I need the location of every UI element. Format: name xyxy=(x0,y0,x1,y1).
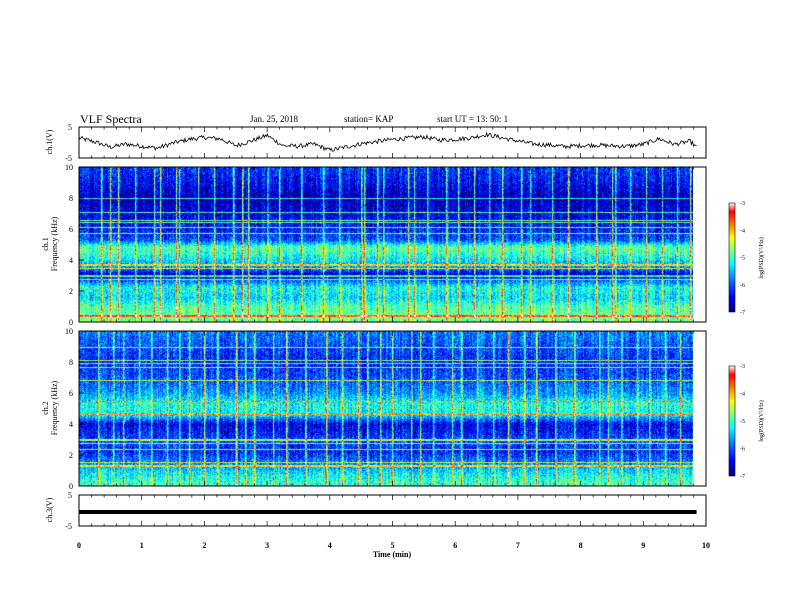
time-axis-tick-labels: 0 1 2 3 4 5 6 7 8 9 10 xyxy=(77,541,710,550)
ch2-colorbar-tick: -5 xyxy=(740,419,745,425)
ch3-ytick-top: 5 xyxy=(68,491,72,500)
ch1-spectrogram-ytick-label: 10 xyxy=(65,163,73,172)
time-tick-label: 2 xyxy=(202,541,206,550)
ch2-colorbar xyxy=(728,365,736,477)
ch1-colorbar-ticks: -3 -4 -5 -6 -7 xyxy=(740,201,745,316)
figure-title: VLF Spectra xyxy=(80,112,142,126)
ch2-spectrogram-ylabel-frequency: Frequency (kHz) xyxy=(50,380,59,435)
ch1-spectrogram-yticks: 0 2 4 6 8 10 xyxy=(65,163,84,327)
ch3-waveform-panel: ch.3(V) 5 -5 xyxy=(45,491,707,531)
ch2-colorbar-label: log(PSD)(V²/Hz) xyxy=(758,400,765,441)
ch2-spectrogram-ylabel-channel: ch.2 xyxy=(41,401,50,415)
time-tick-label: 1 xyxy=(140,541,144,550)
ch1-waveform-panel: ch.1(V) 5 -5 xyxy=(45,123,707,163)
ch3-waveform-ylabel: ch.3(V) xyxy=(45,497,54,522)
figure-station: station= KAP xyxy=(344,114,393,124)
ch1-spectrogram-ytick-label: 8 xyxy=(69,194,73,203)
time-axis-label: Time (min) xyxy=(373,550,412,559)
ch2-spectrogram-ytick-label: 2 xyxy=(69,451,73,460)
ch1-colorbar-tick: -5 xyxy=(740,256,745,262)
ch1-spectrogram-ytick-label: 2 xyxy=(69,287,73,296)
ch1-waveform-ylabel: ch.1(V) xyxy=(45,129,54,154)
ch1-spectrogram-ylabel-frequency: Frequency (kHz) xyxy=(50,216,59,271)
ch2-spectrogram-ytick-label: 6 xyxy=(69,389,73,398)
ch1-spectrogram-ylabel-channel: ch.1 xyxy=(41,237,50,251)
ch1-colorbar-label: log(PSD)(V²/Hz) xyxy=(758,237,765,278)
ch3-ytick-bottom: -5 xyxy=(65,522,72,531)
ch1-waveform-line xyxy=(78,131,697,152)
ch1-colorbar xyxy=(728,202,736,313)
ch2-colorbar-tick: -6 xyxy=(740,447,745,453)
ch1-ytick-top: 5 xyxy=(68,123,72,132)
ch1-ytick-bottom: -5 xyxy=(65,154,72,163)
ch1-colorbar-tick: -3 xyxy=(740,201,745,207)
figure-date: Jan. 25, 2018 xyxy=(250,114,298,124)
time-tick-label: 8 xyxy=(579,541,583,550)
ch2-spectrogram-yticks: 0 2 4 6 8 10 xyxy=(65,327,84,491)
ch2-spectrogram-ytick-label: 0 xyxy=(69,482,73,491)
time-tick-label: 0 xyxy=(77,541,81,550)
ch1-spectrogram-ytick-label: 4 xyxy=(69,256,73,265)
time-axis-ticks xyxy=(78,127,707,526)
ch1-colorbar-tick: -6 xyxy=(740,283,745,289)
ch2-spectrogram-ytick-label: 10 xyxy=(65,327,73,336)
time-tick-label: 3 xyxy=(265,541,269,550)
ch2-spectrogram-image xyxy=(79,331,693,486)
ch1-spectrogram-ytick-label: 0 xyxy=(69,318,73,327)
ch1-spectrogram-ytick-label: 6 xyxy=(69,225,73,234)
ch2-colorbar-tick: -3 xyxy=(740,364,745,370)
ch1-waveform-frame xyxy=(78,126,707,159)
time-tick-label: 4 xyxy=(328,541,332,550)
ch2-spectrogram-ytick-label: 8 xyxy=(69,358,73,367)
ch1-spectrogram-image xyxy=(79,167,693,322)
ch1-colorbar-tick: -4 xyxy=(740,228,745,234)
ch2-spectrogram-ytick-label: 4 xyxy=(69,420,73,429)
time-tick-label: 6 xyxy=(453,541,457,550)
figure-start-time: start UT = 13: 50: 1 xyxy=(437,114,508,124)
time-tick-label: 7 xyxy=(516,541,520,550)
time-tick-label: 9 xyxy=(641,541,645,550)
time-tick-label: 5 xyxy=(391,541,395,550)
ch2-colorbar-tick: -4 xyxy=(740,392,745,398)
time-tick-label: 10 xyxy=(702,541,710,550)
ch1-colorbar-tick: -7 xyxy=(740,310,745,316)
ch2-colorbar-tick: -7 xyxy=(740,474,745,480)
ch2-colorbar-ticks: -3 -4 -5 -6 -7 xyxy=(740,364,745,480)
